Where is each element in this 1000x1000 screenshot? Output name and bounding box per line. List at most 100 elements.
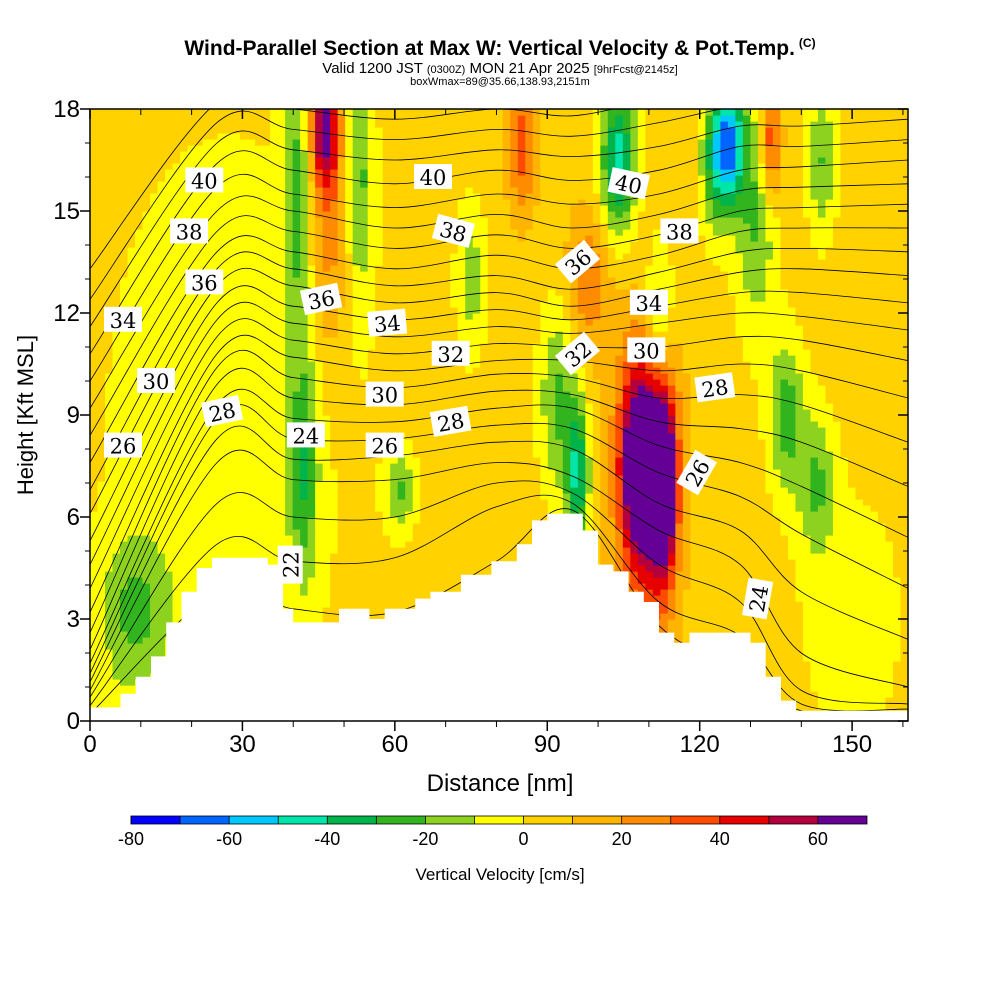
field-cell [465, 481, 474, 488]
field-cell [645, 469, 654, 476]
field-cell [660, 505, 669, 512]
field-cell [435, 553, 444, 560]
field-cell [187, 541, 196, 548]
field-cell [877, 547, 887, 554]
field-cell [495, 445, 504, 452]
field-cell [675, 517, 684, 524]
field-cell [382, 547, 391, 554]
field-cell [637, 565, 646, 572]
field-cell [375, 511, 384, 518]
field-cell [735, 613, 744, 620]
field-cell [877, 679, 887, 686]
field-cell [870, 553, 879, 560]
field-cell [772, 661, 782, 668]
field-cell [780, 679, 789, 686]
field-cell [150, 565, 159, 572]
field-cell [750, 469, 759, 476]
field-cell [577, 493, 586, 500]
field-cell [352, 595, 361, 602]
field-cell [97, 469, 106, 476]
field-cell [240, 481, 249, 488]
field-cell [502, 505, 511, 512]
field-cell [90, 685, 99, 692]
field-cell [855, 541, 864, 548]
field-cell [480, 505, 489, 512]
field-cell [165, 607, 174, 614]
field-cell [300, 547, 309, 554]
field-cell [900, 541, 908, 548]
field-cell [600, 511, 609, 518]
field-cell [352, 547, 361, 554]
field-cell [112, 589, 121, 596]
field-cell [112, 691, 121, 698]
field-cell [105, 661, 114, 668]
field-cell [727, 475, 736, 482]
field-cell [750, 493, 759, 500]
field-cell [270, 559, 279, 566]
field-cell [487, 511, 496, 518]
field-cell [240, 475, 249, 482]
field-cell [742, 493, 751, 500]
field-cell [630, 523, 639, 530]
field-cell [877, 643, 887, 650]
field-cell [892, 673, 902, 680]
field-cell [720, 469, 729, 476]
field-cell [705, 487, 714, 494]
field-cell [795, 607, 804, 614]
field-cell [780, 685, 789, 692]
field-cell [457, 505, 466, 512]
field-cell [900, 631, 908, 638]
field-cell [862, 475, 872, 482]
field-cell [307, 613, 316, 620]
field-cell [660, 481, 669, 488]
field-cell [277, 463, 286, 470]
field-cell [682, 457, 691, 464]
field-cell [375, 469, 384, 476]
field-cell [270, 499, 279, 506]
field-cell [772, 655, 782, 662]
field-cell [622, 493, 631, 500]
field-cell [157, 505, 166, 512]
field-cell [202, 523, 211, 530]
field-cell [292, 583, 301, 590]
field-cell [885, 547, 894, 554]
field-cell [817, 523, 827, 530]
field-cell [307, 565, 316, 572]
field-cell [877, 619, 887, 626]
field-cell [495, 547, 504, 554]
field-cell [420, 457, 429, 464]
field-cell [667, 445, 676, 452]
field-cell [255, 529, 264, 536]
field-cell [877, 559, 887, 566]
field-cell [405, 487, 414, 494]
field-cell [817, 625, 827, 632]
field-cell [517, 493, 526, 500]
field-cell [172, 541, 181, 548]
field-cell [375, 559, 384, 566]
field-cell [787, 511, 797, 518]
field-cell [847, 481, 857, 488]
field-cell [802, 613, 812, 620]
field-cell [675, 637, 684, 644]
field-cell [427, 571, 436, 578]
field-cell [832, 559, 842, 566]
field-cell [375, 595, 384, 602]
field-cell [307, 463, 316, 470]
field-cell [240, 457, 249, 464]
field-cell [720, 547, 729, 554]
field-cell [330, 523, 339, 530]
field-cell [127, 661, 136, 668]
field-cell [727, 511, 736, 518]
field-cell [667, 601, 676, 608]
field-cell [802, 577, 812, 584]
field-cell [472, 505, 481, 512]
field-cell [532, 487, 541, 494]
field-cell [862, 511, 872, 518]
field-cell [240, 469, 249, 476]
field-cell [720, 601, 729, 608]
field-cell [217, 547, 226, 554]
field-cell [195, 469, 204, 476]
field-cell [892, 583, 902, 590]
field-cell [645, 463, 654, 470]
field-cell [135, 559, 144, 566]
